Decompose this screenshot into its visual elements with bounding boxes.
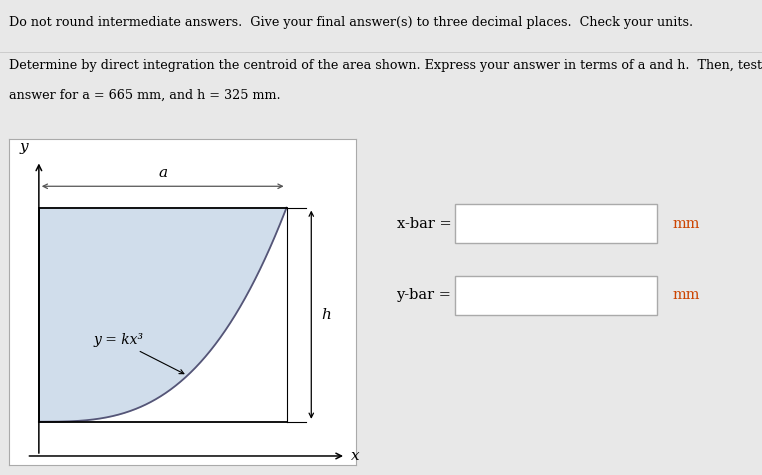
Text: mm: mm bbox=[673, 217, 700, 231]
Text: y-bar =: y-bar = bbox=[396, 288, 451, 303]
Text: answer for a = 665 mm, and h = 325 mm.: answer for a = 665 mm, and h = 325 mm. bbox=[9, 89, 280, 102]
Text: y = kx³: y = kx³ bbox=[94, 333, 184, 374]
Text: Do not round intermediate answers.  Give your final answer(s) to three decimal p: Do not round intermediate answers. Give … bbox=[9, 16, 693, 28]
Polygon shape bbox=[39, 208, 287, 422]
Text: x: x bbox=[351, 449, 360, 463]
Text: mm: mm bbox=[673, 288, 700, 303]
FancyBboxPatch shape bbox=[455, 204, 657, 243]
Text: Determine by direct integration the centroid of the area shown. Express your ans: Determine by direct integration the cent… bbox=[9, 59, 762, 72]
FancyBboxPatch shape bbox=[455, 276, 657, 315]
Text: x-bar =: x-bar = bbox=[397, 217, 451, 231]
Text: y: y bbox=[20, 140, 28, 154]
Text: h: h bbox=[322, 308, 331, 322]
Text: a: a bbox=[158, 166, 167, 180]
